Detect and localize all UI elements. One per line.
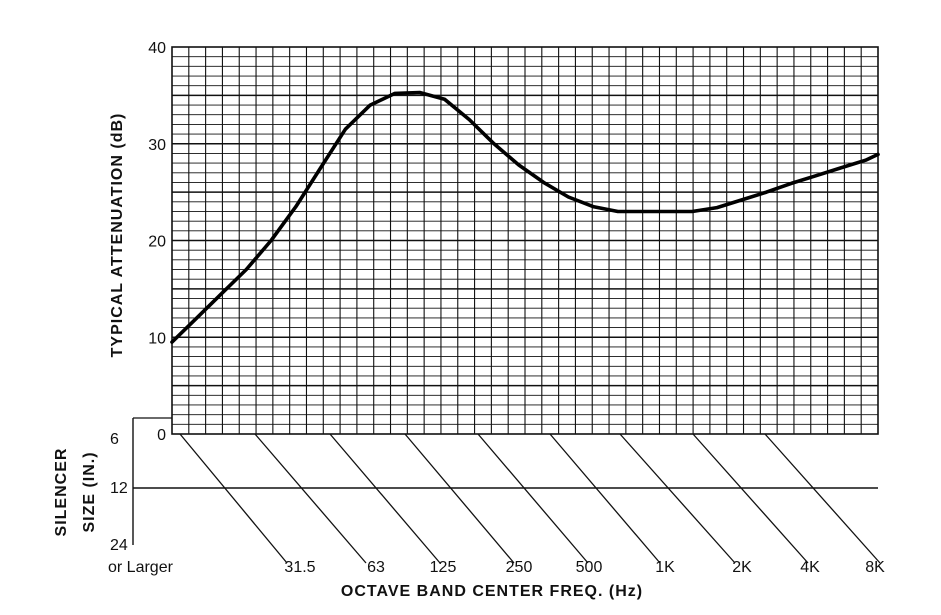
x-tick-label: 250 xyxy=(506,559,533,576)
silencer-diagonal-line xyxy=(329,433,441,564)
axis-labels: TYPICAL ATTENUATION (dB) OCTAVE BAND CEN… xyxy=(53,40,885,600)
x-tick-label: 2K xyxy=(732,559,752,576)
silencer-diagonal-line xyxy=(549,433,661,564)
x-tick-label: 125 xyxy=(430,559,457,576)
y-tick-label: 0 xyxy=(157,427,166,444)
x-tick-label: 4K xyxy=(800,559,820,576)
silencer-diagonal-line xyxy=(179,433,288,564)
x-tick-label: 63 xyxy=(367,559,385,576)
silencer-diagonal-line xyxy=(764,433,881,564)
silencer-label-line2: SIZE (IN.) xyxy=(81,451,98,532)
silencer-diagonal-line xyxy=(477,433,589,564)
x-tick-label: 500 xyxy=(576,559,603,576)
silencer-larger-label: or Larger xyxy=(108,559,174,576)
y-tick-label: 10 xyxy=(148,330,166,347)
plot-border xyxy=(171,46,879,435)
silencer-diagonal-line xyxy=(619,433,736,564)
silencer-diagonal-line xyxy=(404,433,515,564)
plot-frame xyxy=(132,46,879,545)
y-axis-title: TYPICAL ATTENUATION (dB) xyxy=(109,113,126,358)
silencer-level-label: 6 xyxy=(110,431,119,448)
silencer-diagonal-line xyxy=(692,433,809,564)
x-tick-label: 31.5 xyxy=(284,559,315,576)
silencer-level-label: 12 xyxy=(110,480,128,497)
y-tick-label: 20 xyxy=(148,234,166,251)
x-axis-title: OCTAVE BAND CENTER FREQ. (Hz) xyxy=(341,583,643,600)
silencer-level-label: 24 xyxy=(110,537,128,554)
silencer-size-panel: 6 12 24 xyxy=(110,431,881,564)
silencer-diagonal-line xyxy=(254,433,367,564)
x-tick-label: 8K xyxy=(865,559,885,576)
x-tick-label: 1K xyxy=(655,559,675,576)
attenuation-curve xyxy=(170,90,880,344)
y-tick-label: 40 xyxy=(148,40,166,57)
grid xyxy=(172,47,878,434)
attenuation-line xyxy=(170,90,880,344)
silencer-label-line1: SILENCER xyxy=(53,448,70,537)
y-tick-label: 30 xyxy=(148,137,166,154)
